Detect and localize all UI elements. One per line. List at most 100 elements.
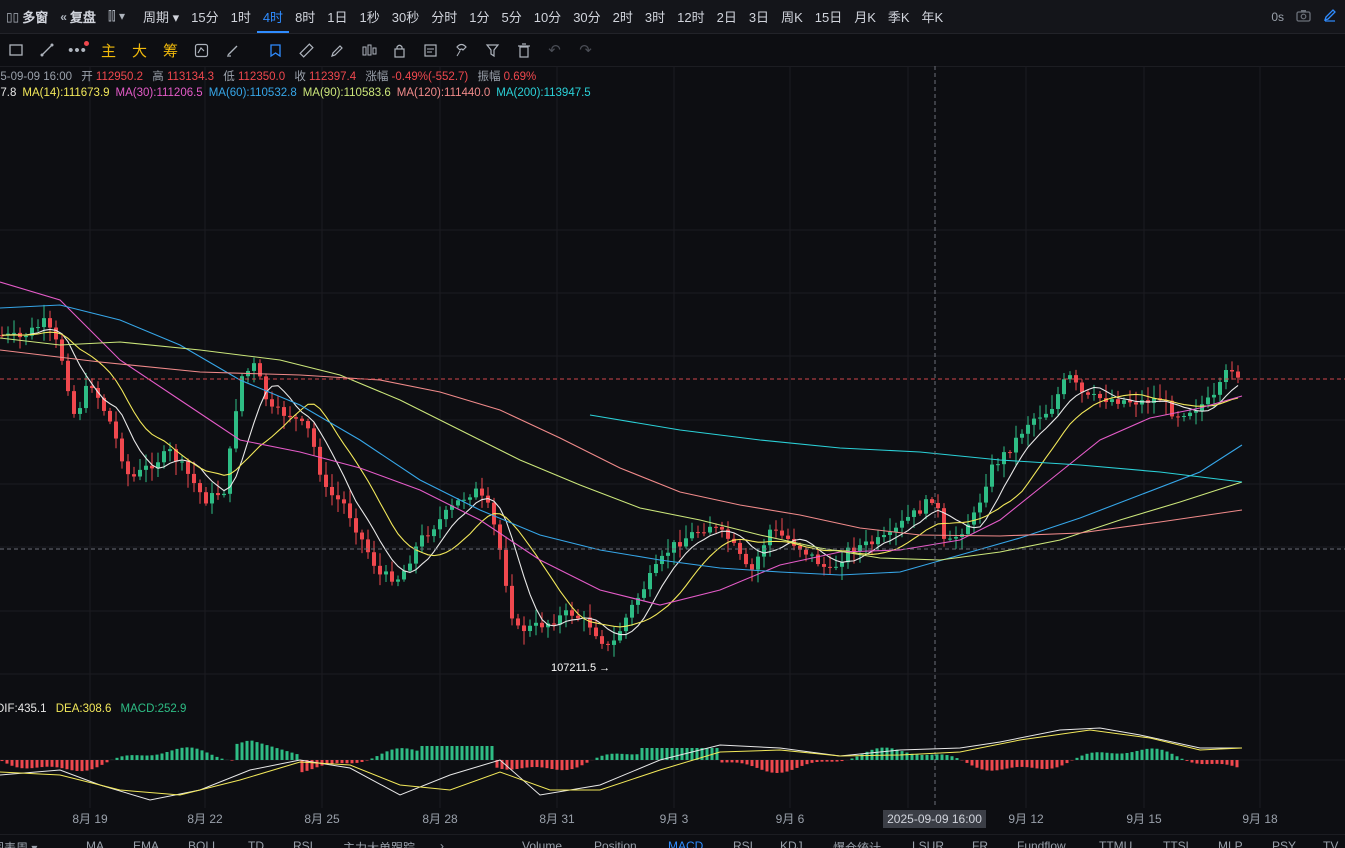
replay-button[interactable]: «复盘: [54, 0, 102, 33]
low-label: 低: [223, 71, 235, 83]
pen-icon[interactable]: [322, 34, 353, 66]
interval-16[interactable]: 3日: [743, 0, 775, 33]
macd-bar: [1041, 760, 1044, 769]
trend-line-tool-icon[interactable]: [31, 34, 62, 66]
large-order-button[interactable]: 大: [124, 34, 155, 66]
candle-body: [282, 407, 286, 416]
auto-icon[interactable]: [186, 34, 217, 66]
macd-bar: [161, 753, 164, 760]
macd-bar: [371, 758, 374, 760]
ma90-line: [0, 338, 1242, 560]
interval-10[interactable]: 10分: [528, 0, 567, 33]
candle-body: [1188, 413, 1192, 416]
redo-icon[interactable]: ↷: [570, 34, 601, 66]
grid: [0, 66, 1345, 808]
trash-icon[interactable]: [508, 34, 539, 66]
interval-7[interactable]: 分时: [425, 0, 463, 33]
interval-8[interactable]: 1分: [463, 0, 495, 33]
undo-icon[interactable]: ↶: [539, 34, 570, 66]
macd-bar: [1151, 748, 1154, 760]
candle-body: [1122, 400, 1126, 404]
interval-6[interactable]: 30秒: [386, 0, 425, 33]
interval-4[interactable]: 1日: [321, 0, 353, 33]
candle-body: [1182, 416, 1186, 417]
interval-13[interactable]: 3时: [639, 0, 671, 33]
macd-bar: [1056, 760, 1059, 767]
macd-bar: [131, 755, 134, 760]
macd-bar: [386, 751, 389, 760]
candle-body: [906, 517, 910, 521]
main-indicator-button[interactable]: 主: [93, 34, 124, 66]
macd-bar: [776, 760, 779, 773]
macd-bar: [851, 758, 854, 760]
macd-bar: [1046, 760, 1049, 769]
macd-bar: [1081, 756, 1084, 760]
macd-bar: [996, 760, 999, 770]
candle-body: [882, 535, 886, 537]
rectangle-tool-icon[interactable]: [0, 34, 31, 66]
interval-0[interactable]: 15分: [185, 0, 224, 33]
interval-14[interactable]: 12时: [671, 0, 710, 33]
bookmark-icon[interactable]: [260, 34, 291, 66]
macd-bar: [581, 760, 584, 765]
amplitude-label: 振幅: [477, 71, 500, 83]
camera-icon[interactable]: [1296, 9, 1311, 25]
macd-bar: [746, 760, 749, 764]
candle-body: [510, 586, 514, 619]
notes-icon[interactable]: [415, 34, 446, 66]
interval-12[interactable]: 2时: [607, 0, 639, 33]
candle-body: [756, 557, 760, 570]
brush-tool-icon[interactable]: [217, 34, 248, 66]
interval-17[interactable]: 周K: [775, 0, 809, 33]
candle-body: [600, 636, 604, 644]
macd-bar: [31, 760, 34, 768]
interval-9[interactable]: 5分: [495, 0, 527, 33]
interval-19[interactable]: 月K: [848, 0, 882, 33]
interval-18[interactable]: 15日: [809, 0, 848, 33]
macd-bar: [456, 746, 459, 760]
replay-button-icon: «: [60, 10, 67, 24]
interval-20[interactable]: 季K: [882, 0, 916, 33]
candle-body: [564, 610, 568, 615]
latency-label: 0s: [1271, 10, 1284, 24]
candle-compare-icon[interactable]: [353, 34, 384, 66]
edit-icon[interactable]: [1323, 8, 1337, 25]
interval-1[interactable]: 1时: [225, 0, 257, 33]
candle-body: [924, 499, 928, 514]
multi-window-button[interactable]: ▯▯多窗: [0, 0, 54, 33]
interval-11[interactable]: 30分: [567, 0, 606, 33]
interval-2[interactable]: 4时: [257, 0, 289, 33]
macd-bar: [101, 760, 104, 765]
macd-bar: [271, 747, 274, 760]
ruler-icon[interactable]: [291, 34, 322, 66]
macd-bar: [176, 749, 179, 760]
low-price-marker: 107211.5 →: [551, 662, 610, 674]
interval-21[interactable]: 年K: [916, 0, 950, 33]
macd-bar: [816, 760, 819, 762]
candle-body: [168, 449, 172, 451]
dea-label: DEA:: [56, 703, 83, 715]
period-dropdown[interactable]: 周期 ▾: [134, 0, 185, 33]
chart-type-button[interactable]: ⫿⫿ ▾: [102, 0, 134, 33]
interval-5[interactable]: 1秒: [354, 0, 386, 33]
x-axis-label: 8月 31: [539, 812, 575, 826]
interval-15[interactable]: 2日: [711, 0, 743, 33]
magnet-icon[interactable]: [446, 34, 477, 66]
macd-bar: [596, 758, 599, 760]
macd-bar: [21, 760, 24, 768]
macd-bar: [1, 760, 4, 761]
interval-3[interactable]: 8时: [289, 0, 321, 33]
macd-bar: [831, 760, 834, 762]
filter-icon[interactable]: [477, 34, 508, 66]
candle-body: [72, 391, 76, 414]
candle-body: [666, 553, 670, 556]
macd-bar: [171, 750, 174, 760]
more-tools-icon[interactable]: •••: [62, 34, 93, 66]
chip-distribution-button[interactable]: 筹: [155, 34, 186, 66]
lock-icon[interactable]: [384, 34, 415, 66]
candle-body: [420, 535, 424, 546]
candle-body: [1218, 382, 1222, 395]
candle-body: [954, 537, 958, 539]
macd-bar: [966, 760, 969, 763]
